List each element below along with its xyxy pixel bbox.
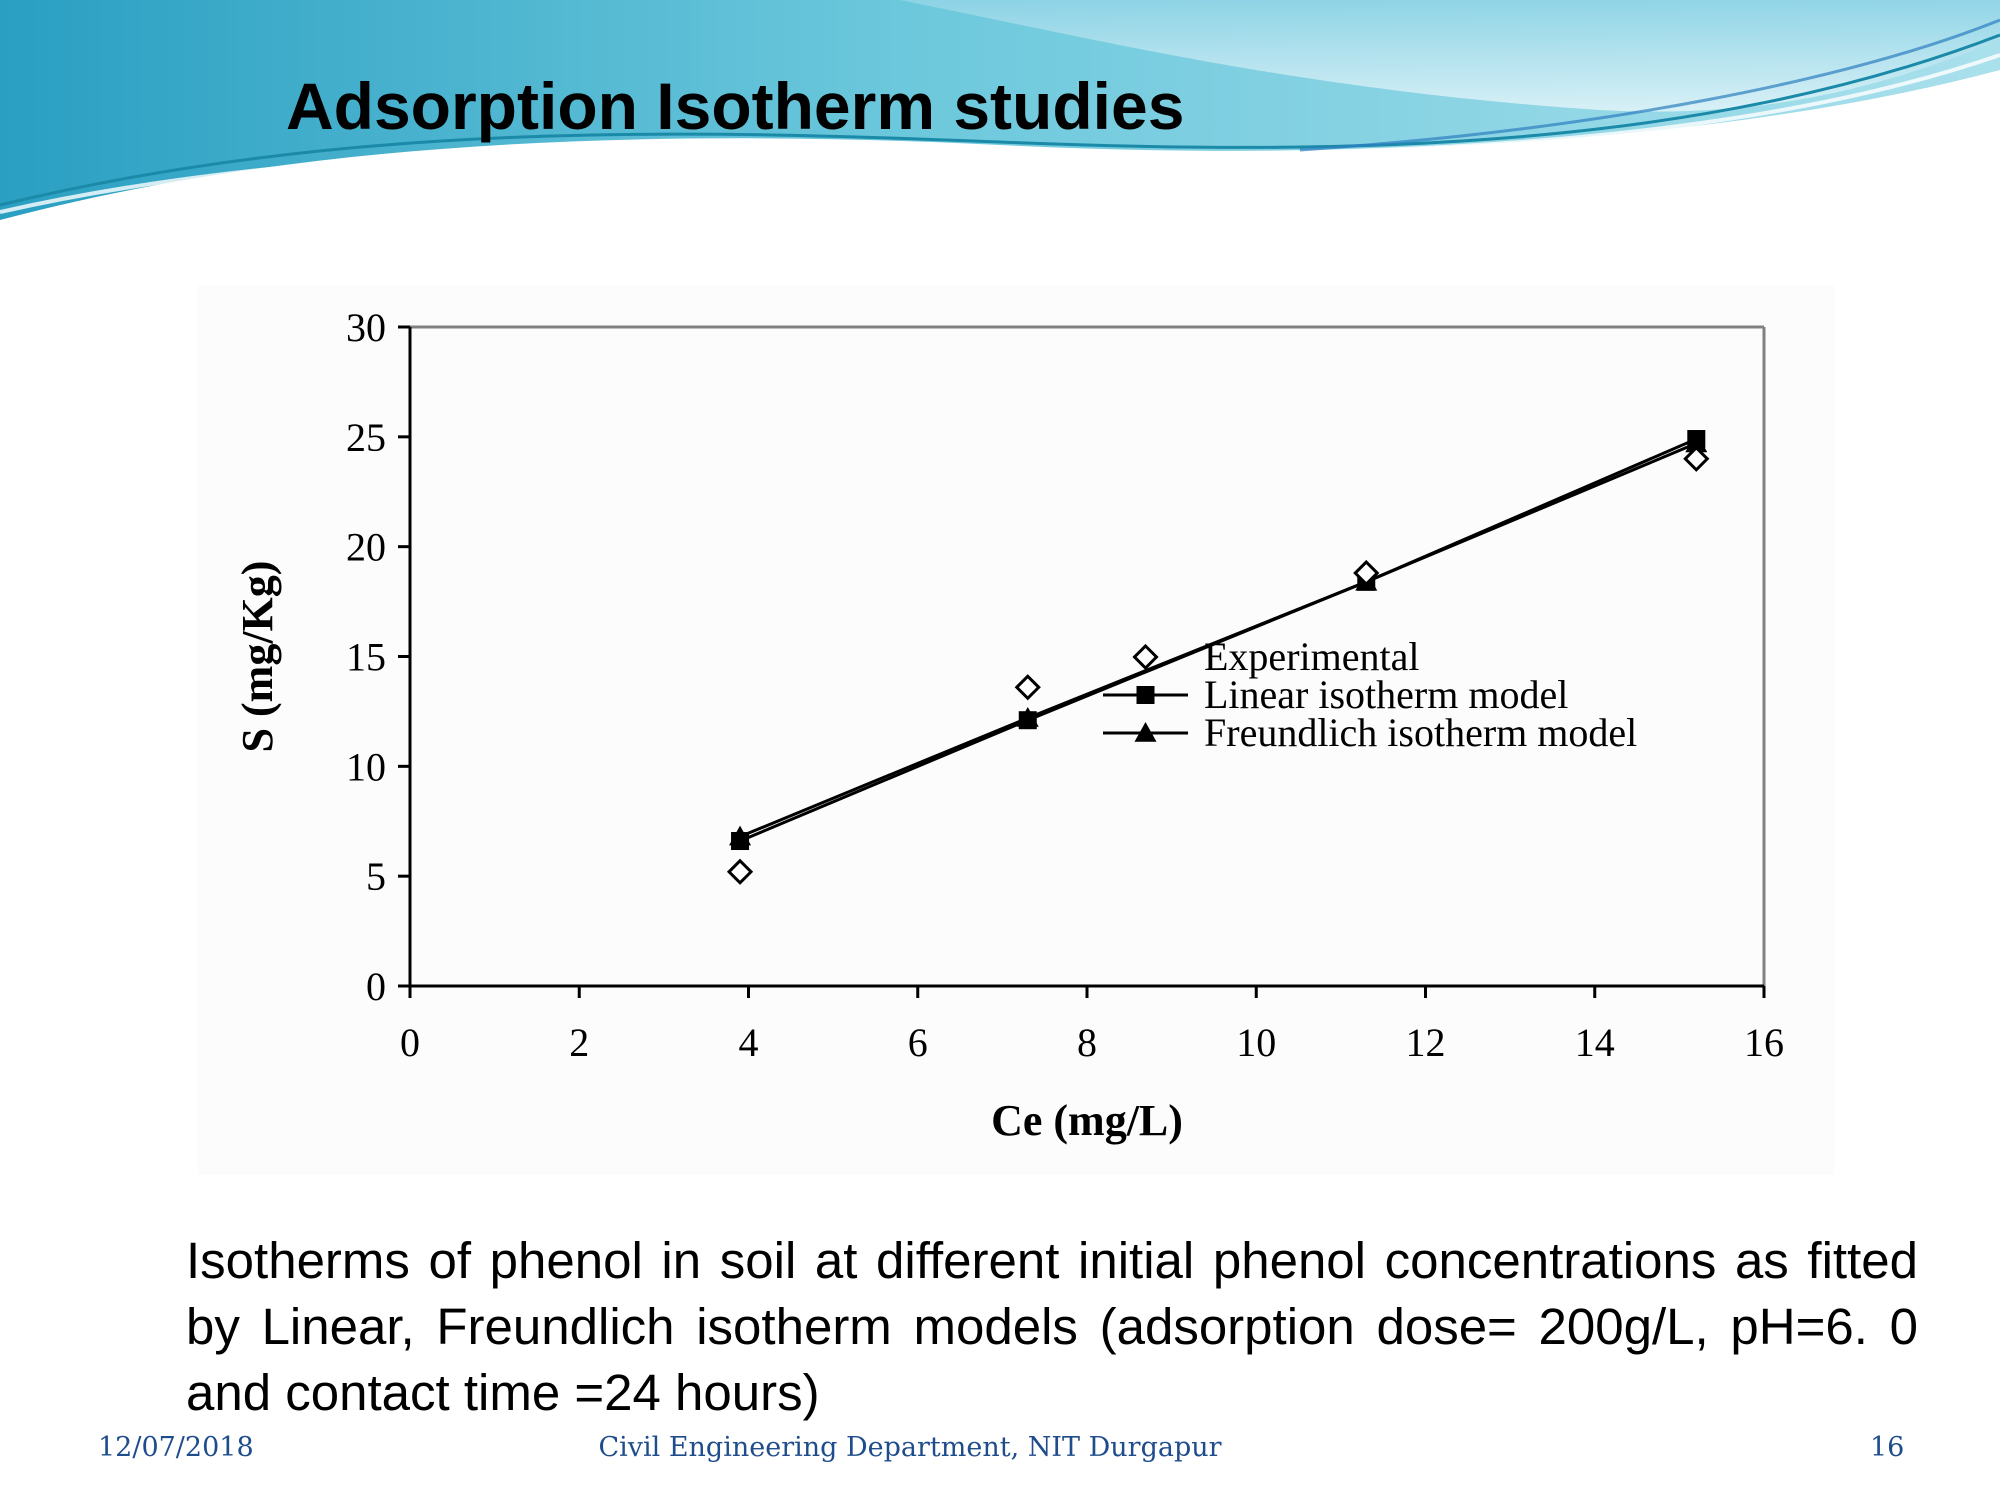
x-tick-label: 10 (1236, 1020, 1276, 1065)
isotherm-chart: 0 5 10 15 20 25 30 0 2 4 6 8 10 12 14 16 Ce (mg/L) S (mg/… (233, 305, 1784, 1145)
x-tick-label: 0 (400, 1020, 420, 1065)
data-point-experimental (726, 858, 754, 885)
y-tick-label: 15 (346, 635, 386, 680)
data-point-freundlich-isotherm-model (729, 825, 752, 846)
x-tick-label: 2 (569, 1020, 589, 1065)
data-point-freundlich-isotherm-model (1016, 707, 1039, 727)
y-tick-label: 10 (346, 744, 386, 789)
footer-page-number: 16 (1870, 1432, 1905, 1463)
series-layer (726, 430, 1710, 885)
y-tick-label: 25 (346, 415, 386, 460)
chart-area: 0 5 10 15 20 25 30 0 2 4 6 8 10 12 14 16 Ce (mg/L) S (mg/… (198, 285, 1834, 1175)
series-experimental (726, 445, 1710, 885)
data-point-experimental (1353, 559, 1380, 587)
y-tick-label: 5 (366, 854, 386, 899)
legend-label-freundlich-isotherm-model: Freundlich isotherm model (1204, 710, 1637, 755)
series-line-freundlich-isotherm-model (739, 442, 1697, 839)
x-tick-label: 16 (1744, 1020, 1784, 1065)
x-tick-label: 8 (1077, 1020, 1097, 1065)
x-tick-label: 6 (908, 1020, 928, 1065)
legend-marker-freundlich-isotherm-model (1134, 722, 1157, 742)
footer-date: 12/07/2018 (98, 1432, 254, 1463)
slide-title: Adsorption Isotherm studies (286, 69, 1185, 143)
data-point-freundlich-isotherm-model (1685, 432, 1708, 453)
footer-department: Civil Engineering Department, NIT Durgap… (598, 1432, 1222, 1463)
x-axis-label: Ce (mg/L) (991, 1096, 1183, 1145)
legend-label-linear-isotherm-model: Linear isotherm model (1204, 672, 1568, 717)
legend-label-experimental: Experimental (1204, 634, 1419, 679)
legend-marker-linear-isotherm-model (1136, 686, 1155, 704)
header-banner (0, 0, 2000, 220)
axes: 0 5 10 15 20 25 30 0 2 4 6 8 10 12 14 16 Ce (mg/L) S (mg/… (233, 305, 1784, 1145)
data-point-experimental (1683, 445, 1710, 472)
x-tick-label: 14 (1575, 1020, 1615, 1065)
data-point-experimental (1014, 674, 1041, 701)
y-tick-label: 30 (346, 305, 386, 350)
x-tick-label: 12 (1406, 1020, 1446, 1065)
y-tick-label: 0 (366, 964, 386, 1009)
x-tick-label: 4 (739, 1020, 759, 1065)
y-tick-label: 20 (346, 525, 386, 570)
y-axis-label: S (mg/Kg) (233, 561, 282, 753)
legend-marker-experimental (1132, 643, 1159, 671)
figure-caption: Isotherms of phenol in soil at different… (186, 1232, 1918, 1421)
